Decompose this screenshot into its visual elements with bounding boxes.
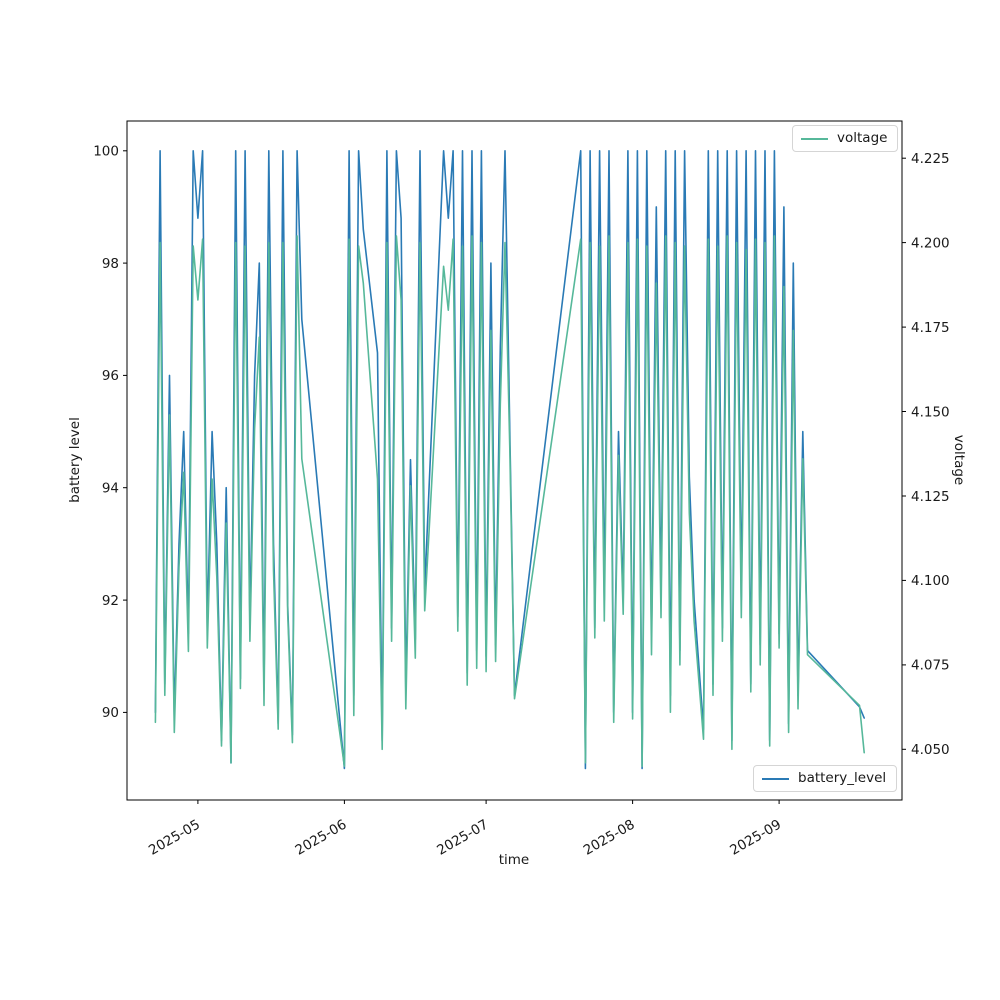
legend-voltage-label: voltage	[837, 129, 888, 146]
svg-text:2025-05: 2025-05	[146, 817, 203, 859]
left-axis-title: battery level	[67, 417, 83, 503]
legend-battery-label: battery_level	[798, 769, 887, 786]
svg-text:4.150: 4.150	[911, 404, 950, 420]
x-axis-ticks: 2025-05 2025-06 2025-07 2025-08 2025-09	[146, 800, 784, 859]
voltage-line-swatch	[801, 137, 828, 140]
svg-text:2025-09: 2025-09	[727, 817, 784, 859]
svg-text:2025-06: 2025-06	[293, 817, 350, 859]
svg-text:4.100: 4.100	[911, 573, 950, 589]
svg-text:92: 92	[102, 593, 119, 609]
svg-text:98: 98	[102, 256, 119, 272]
series-voltage	[154, 235, 866, 768]
svg-text:4.125: 4.125	[911, 489, 950, 505]
svg-text:4.175: 4.175	[911, 320, 950, 336]
left-axis-ticks: 90 92 94 96 98 100	[93, 144, 127, 721]
plot-border	[126, 120, 903, 801]
svg-text:2025-07: 2025-07	[434, 817, 491, 859]
svg-text:4.050: 4.050	[911, 742, 950, 758]
svg-text:4.200: 4.200	[911, 235, 950, 251]
right-axis-ticks: 4.050 4.075 4.100 4.125 4.150 4.175 4.200 4.225	[902, 151, 950, 758]
battery-line-swatch	[762, 777, 789, 780]
svg-text:4.075: 4.075	[911, 658, 950, 674]
svg-text:4.225: 4.225	[911, 151, 950, 167]
svg-text:90: 90	[102, 705, 119, 721]
legend-voltage: voltage	[792, 125, 899, 152]
x-axis-title: time	[498, 852, 530, 868]
legend-battery-level: battery_level	[753, 765, 898, 792]
svg-text:2025-08: 2025-08	[581, 817, 638, 859]
right-axis-title: voltage	[951, 434, 967, 486]
svg-text:94: 94	[102, 481, 119, 497]
svg-text:100: 100	[93, 144, 119, 160]
svg-text:96: 96	[102, 368, 119, 384]
